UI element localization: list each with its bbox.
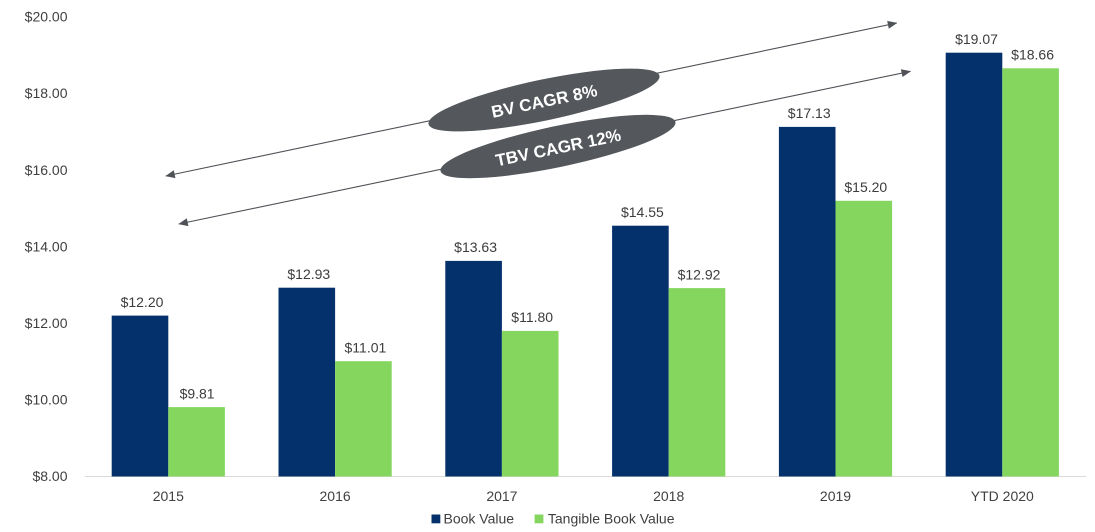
svg-text:$13.63: $13.63 [454, 239, 497, 255]
svg-text:$10.00: $10.00 [25, 392, 68, 408]
svg-text:$20.00: $20.00 [25, 9, 68, 25]
svg-text:$18.66: $18.66 [1011, 47, 1054, 63]
svg-text:$12.92: $12.92 [678, 266, 721, 282]
svg-text:$11.01: $11.01 [345, 339, 387, 355]
svg-text:$16.00: $16.00 [25, 162, 68, 178]
svg-text:$14.00: $14.00 [25, 238, 68, 254]
svg-text:$12.93: $12.93 [287, 266, 330, 282]
svg-text:$17.13: $17.13 [788, 105, 831, 121]
svg-text:$15.20: $15.20 [844, 179, 887, 195]
svg-text:Book Value: Book Value [444, 511, 515, 527]
svg-text:2019: 2019 [820, 488, 851, 504]
svg-text:2018: 2018 [653, 488, 684, 504]
svg-text:$18.00: $18.00 [25, 85, 68, 101]
svg-text:2016: 2016 [320, 488, 351, 504]
svg-text:$9.81: $9.81 [180, 385, 215, 401]
svg-text:$11.80: $11.80 [511, 309, 553, 325]
svg-text:YTD 2020: YTD 2020 [971, 488, 1034, 504]
svg-text:2017: 2017 [486, 488, 517, 504]
svg-text:$8.00: $8.00 [32, 468, 67, 484]
svg-text:$14.55: $14.55 [621, 204, 664, 220]
svg-text:Tangible Book Value: Tangible Book Value [548, 511, 675, 527]
svg-text:$12.20: $12.20 [121, 294, 164, 310]
svg-text:2015: 2015 [153, 488, 184, 504]
svg-text:$19.07: $19.07 [955, 31, 998, 47]
svg-text:$12.00: $12.00 [25, 315, 68, 331]
